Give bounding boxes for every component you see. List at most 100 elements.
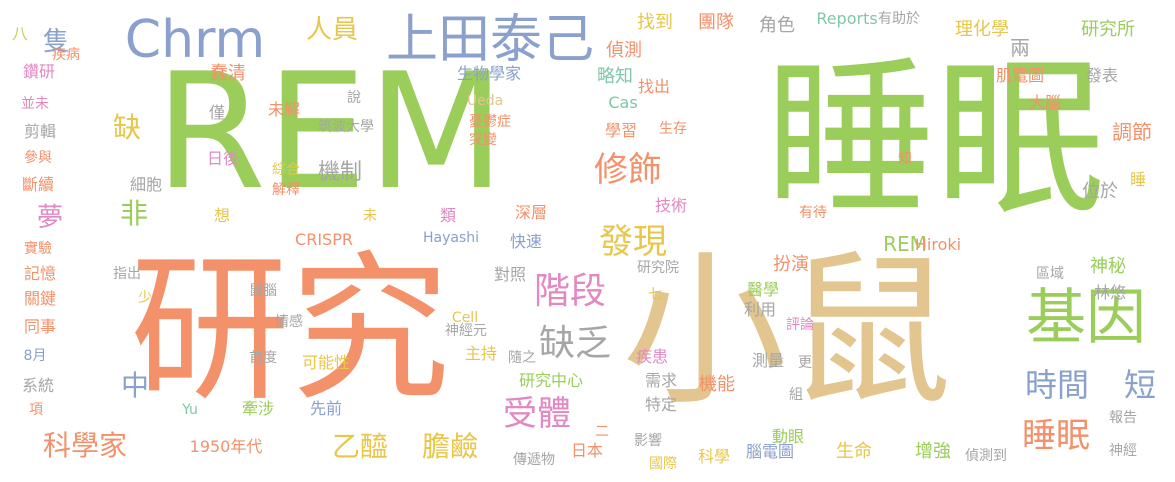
word: 組: [789, 387, 803, 403]
word: 綜合: [272, 162, 300, 178]
word: 缺: [112, 111, 142, 144]
word: 機制: [317, 160, 363, 185]
word: 小鼠: [622, 235, 952, 428]
word: 說: [347, 90, 361, 106]
word: 解釋: [272, 182, 300, 198]
word: 鼠腦: [249, 283, 277, 299]
word: 神經元: [445, 323, 487, 339]
word: Ueda: [466, 93, 504, 109]
word: 科學: [697, 447, 731, 466]
word: 首度: [249, 350, 277, 366]
word: CRISPR: [295, 230, 353, 249]
word: 8月: [23, 348, 47, 364]
word: 大腦: [1028, 93, 1062, 112]
word: 研究中心: [518, 371, 584, 390]
word: 日本: [570, 441, 604, 460]
word: 有助於: [878, 11, 920, 27]
word: 學習: [604, 121, 638, 140]
word: 影響: [634, 433, 662, 449]
word: 牽涉: [241, 399, 275, 418]
word: 角色: [759, 15, 795, 36]
word: 神經: [1109, 443, 1137, 459]
word: 團隊: [698, 12, 734, 33]
word: 蠢清: [210, 63, 246, 84]
word: 情感: [275, 314, 303, 330]
word: 非: [119, 197, 149, 230]
word: 技術: [654, 196, 688, 215]
word: Chrm: [124, 10, 266, 70]
word: 乙醯: [331, 430, 389, 463]
word: 有待: [799, 205, 827, 221]
word: 增強: [915, 441, 951, 462]
word: 隻: [42, 27, 70, 57]
word: 國際: [649, 456, 677, 472]
word: 同事: [23, 317, 57, 336]
word: 報告: [1109, 410, 1137, 426]
word: 研究院: [637, 260, 679, 276]
word: 基因: [1026, 283, 1146, 353]
word: 八: [11, 24, 29, 43]
word: 神秘: [1090, 256, 1126, 277]
word: 睡眠: [764, 41, 1106, 239]
word: 位於: [1082, 181, 1118, 202]
word: 科學家: [42, 429, 128, 462]
word: 利用: [743, 300, 777, 319]
word: 生存: [659, 121, 687, 137]
word: 區域: [1036, 266, 1064, 282]
word: 睡: [1129, 170, 1147, 189]
word: 關鍵: [23, 289, 57, 308]
word: 記憶: [23, 264, 57, 283]
word: 睡眠: [1022, 416, 1090, 456]
word: Hayashi: [422, 230, 480, 246]
word: 參與: [24, 150, 52, 166]
word: 研究所: [1081, 19, 1135, 40]
word: 評論: [786, 317, 814, 333]
word: 偵測: [606, 40, 642, 61]
word: Hiroki: [914, 235, 962, 254]
word: 並未: [21, 96, 49, 112]
word: 發表: [1085, 66, 1119, 85]
word: 膽鹼: [421, 430, 479, 463]
word: 斷續: [21, 175, 55, 194]
word: 疾患: [635, 347, 669, 366]
word: 缺乏: [538, 323, 612, 364]
word: 未解: [267, 100, 301, 119]
word: 1950年代: [189, 437, 263, 456]
word: 深層: [514, 203, 548, 222]
word: 測量: [751, 351, 785, 370]
word: Yu: [182, 402, 198, 418]
word: 可能性: [301, 353, 351, 372]
word: 七: [648, 287, 662, 303]
word: 找出: [637, 77, 671, 96]
word: 調節: [1112, 120, 1152, 144]
word: 時間: [1024, 366, 1090, 404]
word: 上田泰己: [385, 10, 595, 70]
word: 動眼: [771, 427, 805, 446]
word: 細胞: [129, 175, 163, 194]
word: 剪輯: [23, 122, 57, 141]
word: REM: [154, 38, 506, 225]
word: Cell: [451, 310, 479, 326]
word: 醫學: [746, 280, 780, 299]
word: 找到: [637, 12, 673, 33]
word: 修飾: [594, 150, 662, 190]
word: 夢: [36, 203, 64, 233]
word: 快速: [509, 232, 543, 251]
word: Reports: [816, 9, 878, 28]
word: 中: [120, 369, 150, 402]
word: 少: [138, 290, 152, 306]
word: 人員: [305, 15, 359, 45]
word: 隨之: [508, 350, 536, 366]
word: 突變: [469, 132, 497, 148]
word: Cas: [608, 93, 638, 112]
word: 機能: [699, 374, 735, 395]
word: 二: [595, 424, 609, 440]
word: 對照: [493, 265, 527, 284]
word: 特定: [644, 395, 678, 414]
word: 偵測到: [965, 448, 1007, 464]
word: 系統: [21, 376, 55, 395]
word: 日後: [206, 149, 240, 168]
word: 憂鬱症: [469, 114, 511, 130]
word: 兩: [1010, 36, 1030, 60]
